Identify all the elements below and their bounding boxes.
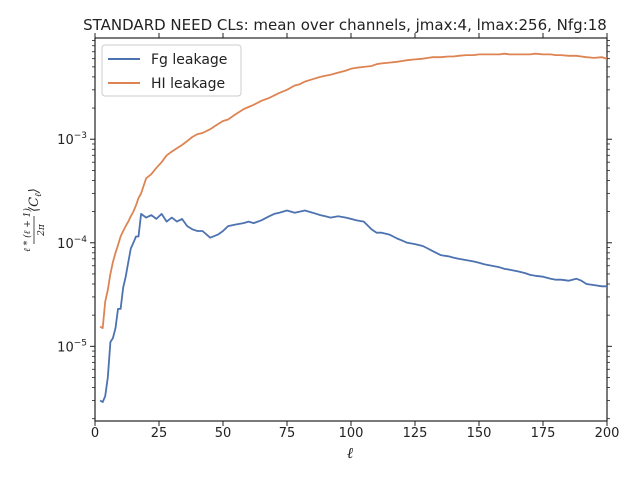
y-label-suffix: ⟨Cℓ⟩ [27, 188, 44, 212]
x-tick-label: 175 [531, 426, 556, 441]
legend: Fg leakage HI leakage [101, 44, 242, 97]
y-label-numerator: ℓ * (ℓ + 1) [22, 208, 33, 252]
legend-label: HI leakage [151, 76, 225, 92]
y-label-denominator: 2π [37, 223, 47, 237]
y-tick-label: 10−4 [57, 235, 87, 252]
y-tick-label: 10−5 [57, 338, 87, 355]
x-axis-label: ℓ [347, 444, 353, 462]
x-tick-label: 0 [91, 426, 99, 441]
y-label-group: ℓ * (ℓ + 1) 2π ⟨Cℓ⟩ [22, 188, 47, 252]
legend-label: Fg leakage [151, 52, 227, 68]
x-tick-label: 25 [151, 426, 168, 441]
axis-ticks: 0 25 50 75 100 125 150 175 200 10−5 10−4 10−3 [57, 33, 619, 441]
x-tick-label: 75 [279, 426, 296, 441]
x-tick-label: 100 [339, 426, 364, 441]
series-layer [99, 52, 608, 403]
y-tick-label: 10−3 [57, 131, 87, 148]
series-line-1 [99, 209, 607, 403]
x-tick-label: 150 [467, 426, 492, 441]
x-tick-label: 200 [595, 426, 620, 441]
x-tick-label: 125 [403, 426, 428, 441]
chart-title: STANDARD NEED CLs: mean over channels, j… [83, 16, 607, 34]
series-line-2 [99, 52, 608, 330]
y-axis-label: ℓ * (ℓ + 1) 2π ⟨Cℓ⟩ [22, 188, 47, 252]
x-tick-label: 50 [215, 426, 232, 441]
